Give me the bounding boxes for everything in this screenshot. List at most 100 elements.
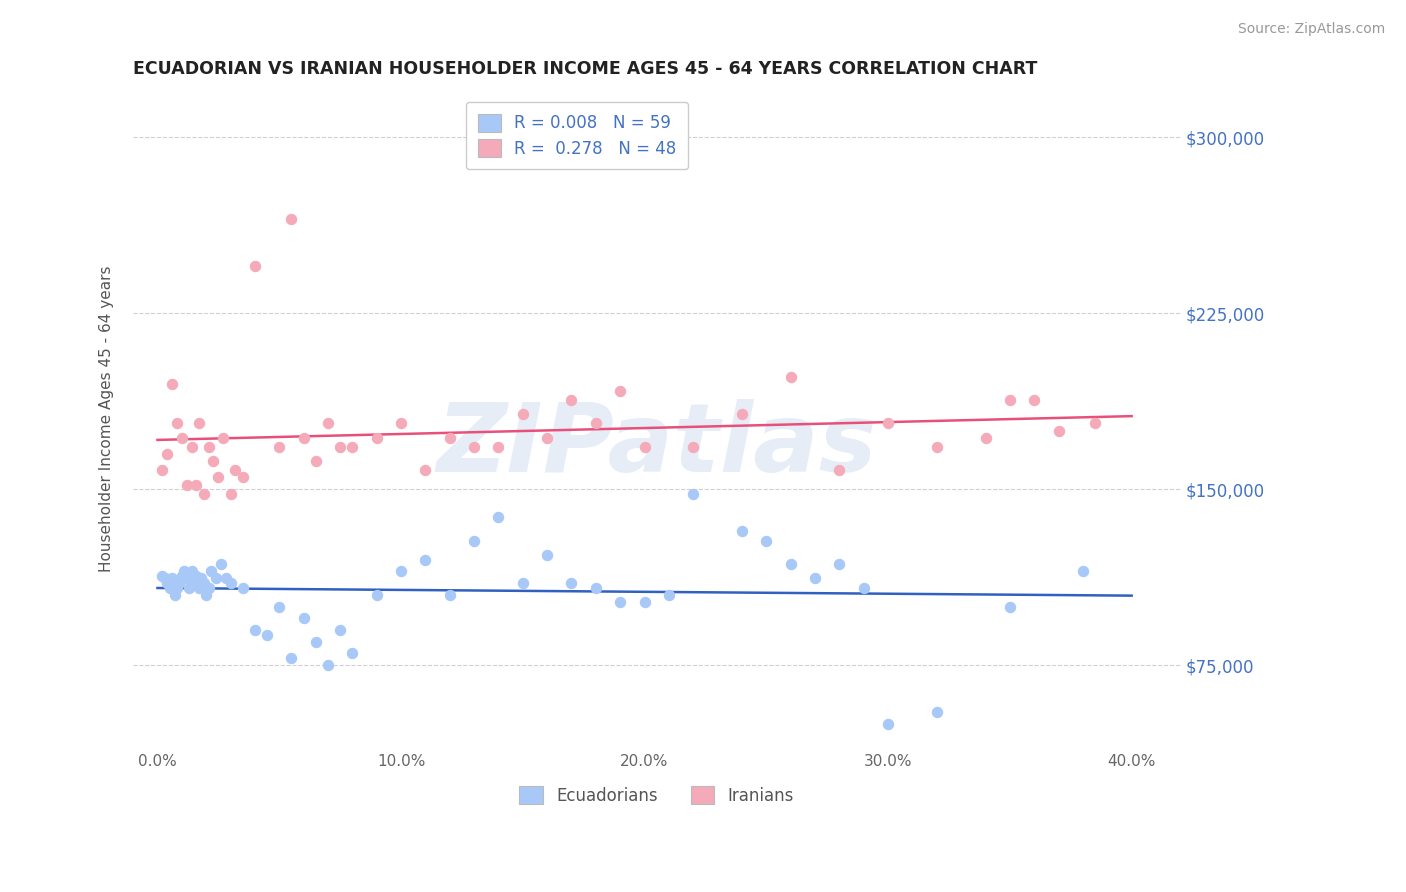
Point <box>190 571 212 585</box>
Point <box>187 417 209 431</box>
Point <box>202 454 225 468</box>
Point <box>329 440 352 454</box>
Point <box>150 463 173 477</box>
Point <box>243 260 266 274</box>
Point <box>219 576 242 591</box>
Point <box>214 571 236 585</box>
Point <box>159 581 181 595</box>
Point <box>292 611 315 625</box>
Point <box>658 588 681 602</box>
Point <box>609 595 631 609</box>
Point <box>269 599 291 614</box>
Point <box>197 440 219 454</box>
Point <box>828 558 851 572</box>
Point <box>292 431 315 445</box>
Point <box>779 558 801 572</box>
Point <box>852 581 875 595</box>
Point <box>173 565 195 579</box>
Point <box>176 571 198 585</box>
Point <box>1024 392 1046 407</box>
Point <box>180 440 202 454</box>
Point <box>170 569 193 583</box>
Point <box>439 588 461 602</box>
Point <box>209 558 232 572</box>
Point <box>512 576 534 591</box>
Point <box>193 576 215 591</box>
Point <box>207 470 229 484</box>
Point <box>186 477 208 491</box>
Point <box>256 628 278 642</box>
Point <box>415 463 437 477</box>
Point <box>366 588 388 602</box>
Point <box>755 533 778 548</box>
Point <box>609 384 631 398</box>
Point <box>1071 565 1094 579</box>
Point <box>560 392 582 407</box>
Text: ECUADORIAN VS IRANIAN HOUSEHOLDER INCOME AGES 45 - 64 YEARS CORRELATION CHART: ECUADORIAN VS IRANIAN HOUSEHOLDER INCOME… <box>134 60 1038 78</box>
Point <box>486 440 509 454</box>
Point <box>280 212 302 227</box>
Point <box>633 595 655 609</box>
Point <box>305 634 328 648</box>
Text: ZIPatlas: ZIPatlas <box>436 399 877 491</box>
Point <box>197 581 219 595</box>
Point <box>585 417 607 431</box>
Point <box>463 533 485 548</box>
Point <box>180 565 202 579</box>
Point <box>195 588 218 602</box>
Point <box>828 463 851 477</box>
Point <box>156 447 179 461</box>
Point <box>342 647 364 661</box>
Point <box>179 581 201 595</box>
Point <box>170 431 193 445</box>
Text: Source: ZipAtlas.com: Source: ZipAtlas.com <box>1237 22 1385 37</box>
Point <box>269 440 291 454</box>
Point <box>166 581 188 595</box>
Point <box>280 651 302 665</box>
Point <box>176 477 198 491</box>
Point <box>731 407 754 421</box>
Point <box>389 417 412 431</box>
Point <box>342 440 364 454</box>
Point <box>224 463 246 477</box>
Point <box>536 548 558 562</box>
Point <box>183 576 205 591</box>
Point <box>316 658 339 673</box>
Point <box>731 524 754 539</box>
Point <box>512 407 534 421</box>
Point <box>439 431 461 445</box>
Point <box>998 392 1021 407</box>
Point <box>186 569 208 583</box>
Point <box>160 376 183 391</box>
Point <box>877 417 900 431</box>
Point <box>163 588 186 602</box>
Point <box>925 705 948 719</box>
Point <box>1084 417 1107 431</box>
Point <box>682 440 704 454</box>
Point <box>305 454 328 468</box>
Point <box>329 623 352 637</box>
Point <box>974 431 997 445</box>
Point <box>779 369 801 384</box>
Point <box>633 440 655 454</box>
Point <box>1047 424 1070 438</box>
Point <box>160 571 183 585</box>
Point <box>877 717 900 731</box>
Point <box>389 565 412 579</box>
Point <box>193 487 215 501</box>
Point <box>536 431 558 445</box>
Point <box>804 571 827 585</box>
Point <box>925 440 948 454</box>
Point <box>366 431 388 445</box>
Point <box>212 431 235 445</box>
Point <box>585 581 607 595</box>
Point <box>415 552 437 566</box>
Point <box>200 565 222 579</box>
Point <box>243 623 266 637</box>
Y-axis label: Householder Income Ages 45 - 64 years: Householder Income Ages 45 - 64 years <box>100 266 114 572</box>
Point <box>156 576 179 591</box>
Point <box>998 599 1021 614</box>
Point <box>153 571 176 585</box>
Legend: Ecuadorians, Iranians: Ecuadorians, Iranians <box>513 780 801 812</box>
Point <box>682 487 704 501</box>
